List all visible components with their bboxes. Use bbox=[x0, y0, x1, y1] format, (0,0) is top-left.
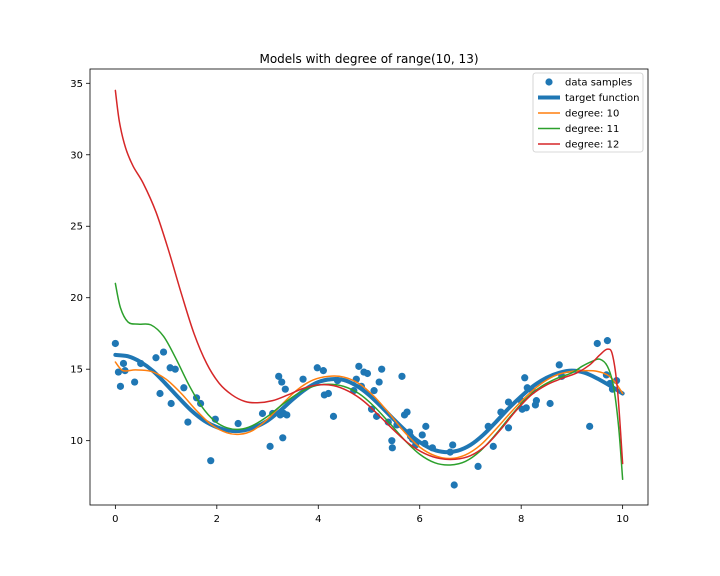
sample-point-11 bbox=[167, 399, 175, 408]
axes-frame bbox=[89, 68, 649, 506]
sample-point-2 bbox=[116, 382, 125, 390]
sample-point-19 bbox=[234, 419, 242, 428]
sample-point-13 bbox=[180, 384, 188, 392]
sample-point-8 bbox=[156, 389, 164, 398]
series-line-degree-11 bbox=[114, 282, 624, 481]
legend-label: target function bbox=[565, 93, 639, 104]
x-tick-label: 0 bbox=[112, 514, 118, 525]
sample-point-5 bbox=[131, 378, 139, 386]
legend-box bbox=[532, 72, 644, 153]
sample-point-12 bbox=[171, 365, 179, 373]
legend-label: degree: 12 bbox=[565, 140, 619, 151]
legend-entry-degree-10: degree: 10 bbox=[538, 109, 619, 120]
sample-point-31 bbox=[313, 364, 321, 372]
y-tick-label: 35 bbox=[70, 79, 83, 90]
sample-point-68 bbox=[489, 442, 497, 450]
series-line-degree-12 bbox=[114, 89, 624, 465]
sample-point-34 bbox=[324, 389, 333, 398]
y-tick-label: 10 bbox=[70, 436, 83, 447]
axes: 0 2 4 6 8 10 10 15 20 25 30 35 bbox=[70, 68, 649, 525]
series-line-target-function bbox=[113, 352, 625, 455]
sample-point-35 bbox=[329, 412, 338, 420]
sample-point-44 bbox=[370, 387, 378, 395]
legend-entry-data-samples: data samples bbox=[545, 78, 632, 89]
x-tick-label: 10 bbox=[616, 514, 629, 525]
sample-point-61 bbox=[422, 422, 430, 430]
sample-point-49 bbox=[388, 437, 396, 445]
legend-label: degree: 11 bbox=[565, 124, 619, 135]
sample-point-47 bbox=[378, 365, 386, 373]
y-tick-label: 30 bbox=[70, 150, 83, 161]
y-tick-label: 25 bbox=[70, 222, 83, 233]
sample-point-39 bbox=[355, 362, 363, 370]
y-tick-label: 15 bbox=[70, 365, 83, 376]
sample-point-59 bbox=[418, 431, 426, 439]
chart-title: Models with degree of range(10, 13) bbox=[259, 52, 478, 66]
sample-point-21 bbox=[266, 442, 274, 450]
sample-point-23 bbox=[275, 372, 283, 380]
sample-point-84 bbox=[593, 339, 601, 348]
x-tick-label: 8 bbox=[518, 514, 524, 525]
legend-label: degree: 10 bbox=[565, 109, 619, 120]
legend-entry-degree-12: degree: 12 bbox=[538, 140, 619, 151]
legend-label: data samples bbox=[565, 78, 632, 89]
sample-point-50 bbox=[388, 444, 396, 452]
sample-point-3 bbox=[119, 359, 128, 368]
sample-point-66 bbox=[474, 462, 482, 470]
sample-point-29 bbox=[283, 411, 291, 419]
sample-point-64 bbox=[449, 441, 457, 449]
x-tick-label: 2 bbox=[214, 514, 220, 525]
sample-point-0 bbox=[111, 339, 119, 348]
sample-point-83 bbox=[586, 422, 594, 430]
sample-point-17 bbox=[207, 457, 215, 465]
sample-point-18 bbox=[211, 415, 219, 423]
sample-point-52 bbox=[398, 372, 406, 380]
x-tick-label: 6 bbox=[417, 514, 423, 525]
y-tick-label: 20 bbox=[70, 293, 83, 304]
sample-point-1 bbox=[114, 368, 123, 376]
sample-point-32 bbox=[319, 367, 327, 375]
sample-point-9 bbox=[159, 348, 168, 356]
sample-point-20 bbox=[258, 409, 267, 418]
sample-point-14 bbox=[184, 418, 192, 426]
series-lines bbox=[113, 89, 625, 481]
sample-point-28 bbox=[281, 385, 289, 393]
legend-marker bbox=[545, 78, 553, 86]
x-tick-label: 4 bbox=[315, 514, 321, 525]
sample-point-75 bbox=[522, 404, 530, 412]
sample-point-70 bbox=[504, 424, 513, 432]
series-line-degree-10 bbox=[114, 361, 624, 460]
sample-point-26 bbox=[279, 434, 287, 442]
sample-point-42 bbox=[363, 369, 372, 378]
sample-point-79 bbox=[532, 397, 541, 405]
sample-point-54 bbox=[403, 408, 411, 416]
legend: data samples target function degree: 10 deg… bbox=[532, 72, 644, 153]
sample-point-30 bbox=[299, 375, 307, 383]
sample-point-25 bbox=[278, 378, 286, 386]
sample-point-71 bbox=[504, 398, 513, 406]
sample-point-80 bbox=[546, 399, 554, 408]
plot-area bbox=[111, 89, 625, 489]
legend-entry-target-function: target function bbox=[538, 93, 639, 104]
sample-point-81 bbox=[555, 361, 563, 369]
sample-point-7 bbox=[152, 354, 160, 362]
sample-point-86 bbox=[603, 337, 612, 345]
legend-entry-degree-11: degree: 11 bbox=[538, 124, 619, 135]
sample-point-46 bbox=[375, 378, 383, 386]
sample-point-65 bbox=[450, 481, 458, 489]
sample-point-74 bbox=[521, 374, 529, 382]
